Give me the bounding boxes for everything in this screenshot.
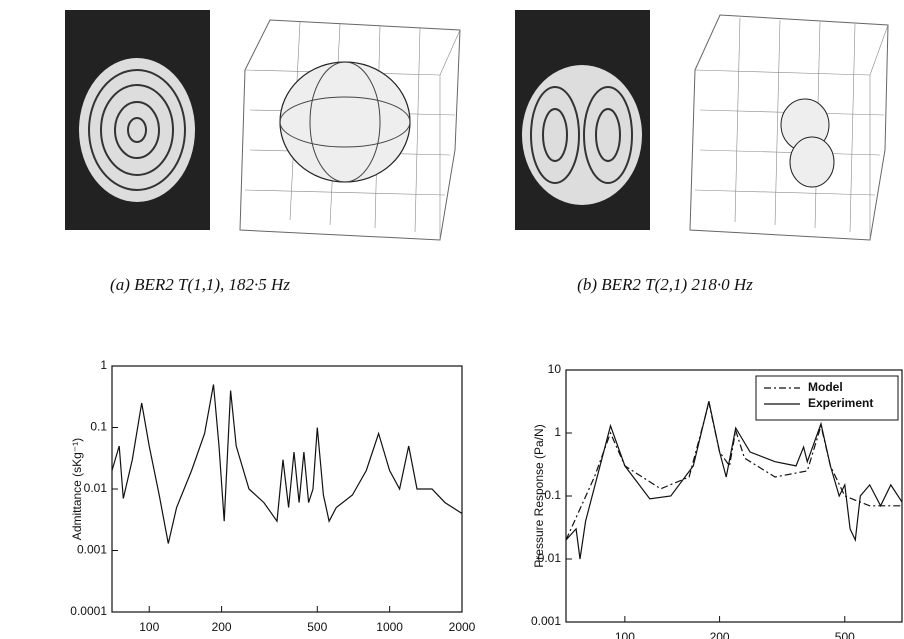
x-tick-label: 200 [710,630,730,639]
caption: (a) BER2 T(1,1), 182·5 Hz [110,275,290,294]
x-tick-label: 500 [307,620,327,634]
caption: (b) BER2 T(2,1) 218·0 Hz [577,275,753,294]
photo-a [65,10,210,230]
x-tick-label: 1000 [376,620,403,634]
photo-b [515,10,650,230]
y-axis-label: Pressure Response (Pa/N) [532,424,546,567]
x-tick-label: 100 [139,620,159,634]
y-tick-label: 10 [548,362,562,376]
mode-plot-a [239,19,461,241]
mode-plot-b [689,14,889,241]
series-line [565,402,902,541]
y-tick-label: 0.1 [544,488,561,502]
y-tick-label: 0.001 [531,614,561,628]
legend-label: Experiment [808,396,873,410]
y-tick-label: 1 [554,425,561,439]
y-tick-label: 1 [100,358,107,372]
y-tick-label: 0.01 [538,551,562,565]
y-tick-label: 0.0001 [70,604,107,618]
y-tick-label: 0.1 [90,420,107,434]
legend-label: Model [808,380,843,394]
series-line [565,401,903,560]
series-line [111,384,463,544]
x-tick-label: 2000 [449,620,476,634]
legend-box [755,375,899,421]
y-axis-label: Admittance (sKg⁻¹) [70,438,84,540]
x-tick-label: 100 [615,630,635,639]
y-tick-label: 0.001 [77,543,107,557]
x-tick-label: 200 [212,620,232,634]
y-tick-label: 0.01 [84,481,108,495]
x-tick-label: 500 [835,630,855,639]
